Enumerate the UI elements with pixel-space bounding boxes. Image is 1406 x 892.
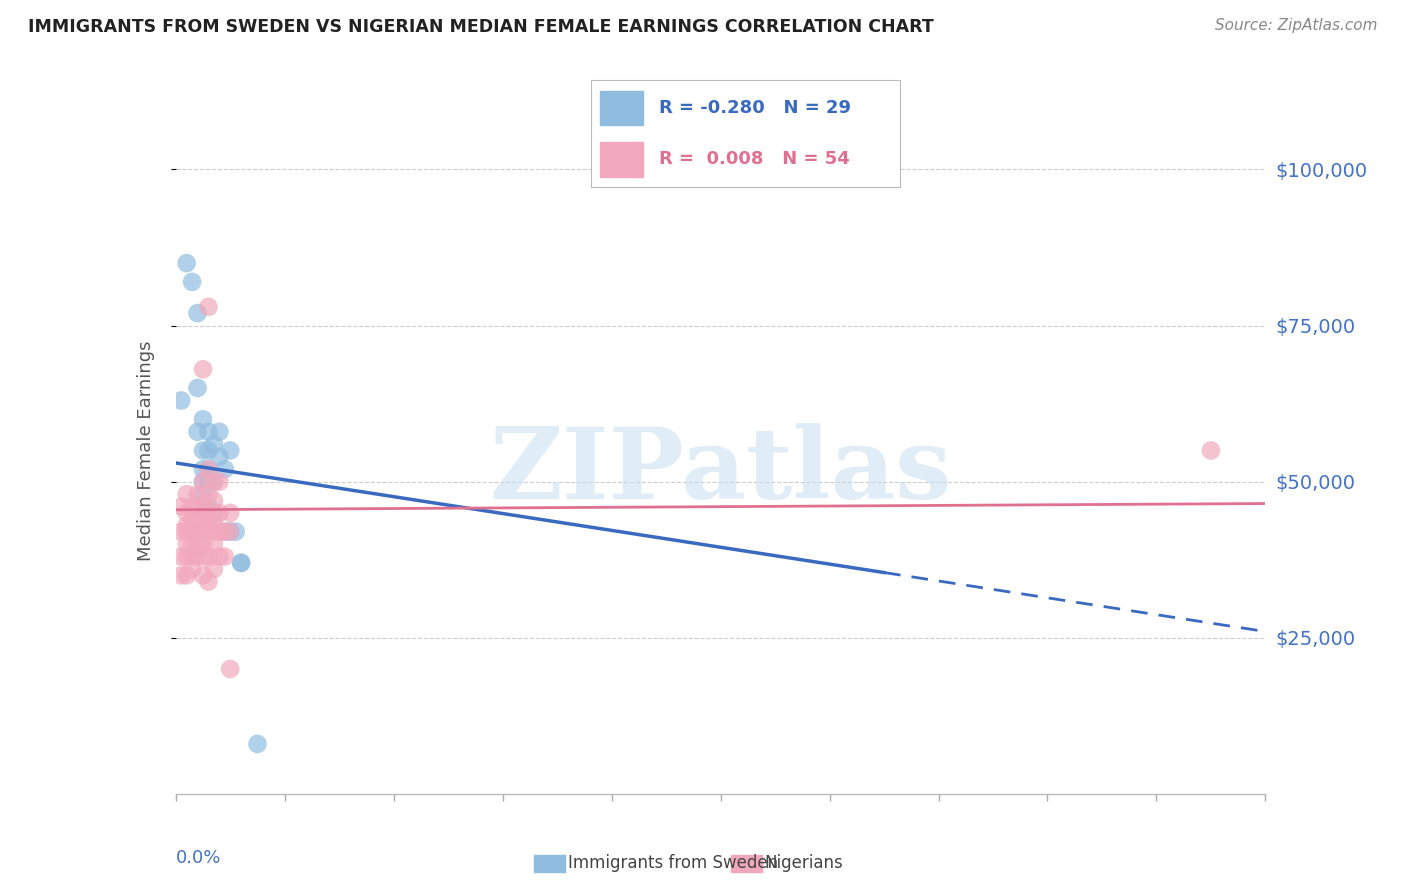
Point <box>197 549 219 564</box>
Point <box>191 475 214 489</box>
Point <box>219 662 242 676</box>
Point <box>186 524 209 539</box>
Point <box>186 500 209 514</box>
Point <box>191 475 214 489</box>
Point <box>186 549 209 564</box>
Point <box>231 556 253 570</box>
Point <box>202 512 225 526</box>
Point <box>208 475 231 489</box>
Point <box>181 537 204 551</box>
Point <box>214 524 236 539</box>
Point <box>191 487 214 501</box>
Point <box>202 524 225 539</box>
Point <box>181 562 204 576</box>
Point <box>197 475 219 489</box>
Bar <box>600 143 643 177</box>
Point <box>176 518 198 533</box>
Point <box>225 524 247 539</box>
Point <box>176 506 198 520</box>
Point <box>219 524 242 539</box>
Point <box>208 450 231 464</box>
Point <box>202 475 225 489</box>
Point <box>176 568 198 582</box>
Point <box>214 462 236 476</box>
Point <box>208 425 231 439</box>
Point <box>186 425 209 439</box>
Point <box>191 568 214 582</box>
Point <box>214 524 236 539</box>
Text: 0.0%: 0.0% <box>176 849 221 867</box>
Point <box>231 556 253 570</box>
Point <box>191 537 214 551</box>
Point <box>186 381 209 395</box>
Point <box>191 362 214 376</box>
Point <box>191 512 214 526</box>
Point <box>186 306 209 320</box>
Text: Source: ZipAtlas.com: Source: ZipAtlas.com <box>1215 18 1378 33</box>
Point <box>202 562 225 576</box>
Point <box>181 524 204 539</box>
Point <box>170 568 193 582</box>
Y-axis label: Median Female Earnings: Median Female Earnings <box>136 340 155 561</box>
Point <box>197 506 219 520</box>
Bar <box>600 91 643 125</box>
Point <box>197 518 219 533</box>
Point <box>191 524 214 539</box>
Point <box>202 537 225 551</box>
Point <box>191 443 214 458</box>
Point <box>191 549 214 564</box>
Point <box>176 549 198 564</box>
Point <box>181 275 204 289</box>
Point <box>170 549 193 564</box>
Text: R =  0.008   N = 54: R = 0.008 N = 54 <box>658 151 849 169</box>
Point <box>208 549 231 564</box>
Point <box>197 462 219 476</box>
Point <box>208 524 231 539</box>
Point <box>197 500 219 514</box>
Point <box>186 512 209 526</box>
Point <box>176 487 198 501</box>
Point <box>191 462 214 476</box>
Point <box>219 506 242 520</box>
Point <box>219 443 242 458</box>
Point <box>170 500 193 514</box>
Point <box>191 500 214 514</box>
Point <box>176 524 198 539</box>
Text: ZIPatlas: ZIPatlas <box>489 423 952 519</box>
Point <box>186 487 209 501</box>
Point <box>1199 443 1222 458</box>
Point <box>197 443 219 458</box>
Text: IMMIGRANTS FROM SWEDEN VS NIGERIAN MEDIAN FEMALE EARNINGS CORRELATION CHART: IMMIGRANTS FROM SWEDEN VS NIGERIAN MEDIA… <box>28 18 934 36</box>
Point <box>191 412 214 426</box>
Point <box>176 537 198 551</box>
Point <box>214 549 236 564</box>
Point <box>181 512 204 526</box>
Point <box>181 500 204 514</box>
Point <box>246 737 269 751</box>
Point <box>197 462 219 476</box>
Point <box>197 425 219 439</box>
Text: R = -0.280   N = 29: R = -0.280 N = 29 <box>658 99 851 117</box>
Point <box>181 549 204 564</box>
Point <box>219 524 242 539</box>
Point <box>170 524 193 539</box>
Point <box>186 537 209 551</box>
Point <box>202 493 225 508</box>
Point <box>208 506 231 520</box>
Point <box>176 256 198 270</box>
Text: Immigrants from Sweden: Immigrants from Sweden <box>568 855 778 872</box>
Point <box>202 475 225 489</box>
Point <box>197 574 219 589</box>
Point <box>170 393 193 408</box>
Text: Nigerians: Nigerians <box>765 855 844 872</box>
Point <box>197 487 219 501</box>
Point <box>202 506 225 520</box>
Point <box>197 300 219 314</box>
Point <box>202 437 225 451</box>
